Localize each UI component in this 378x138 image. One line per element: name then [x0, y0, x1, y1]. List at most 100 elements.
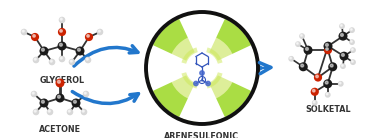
- Circle shape: [58, 42, 66, 50]
- Circle shape: [341, 54, 344, 56]
- Circle shape: [59, 17, 65, 23]
- Circle shape: [47, 109, 53, 115]
- Circle shape: [76, 47, 84, 55]
- Circle shape: [77, 48, 81, 51]
- Circle shape: [311, 88, 318, 95]
- Circle shape: [301, 35, 302, 36]
- Circle shape: [70, 60, 72, 62]
- Circle shape: [326, 48, 328, 50]
- Circle shape: [85, 57, 91, 63]
- Wedge shape: [169, 68, 202, 101]
- Circle shape: [194, 81, 198, 86]
- Circle shape: [342, 65, 343, 66]
- Circle shape: [340, 24, 344, 28]
- Circle shape: [56, 94, 64, 102]
- Circle shape: [352, 61, 353, 62]
- Circle shape: [34, 58, 36, 60]
- Wedge shape: [148, 68, 202, 122]
- Circle shape: [341, 34, 343, 36]
- Wedge shape: [202, 45, 256, 91]
- Wedge shape: [202, 68, 235, 101]
- Circle shape: [81, 109, 87, 115]
- Circle shape: [313, 89, 315, 92]
- Text: ARENESULFONIC: ARENESULFONIC: [164, 132, 240, 138]
- Circle shape: [57, 80, 60, 83]
- Circle shape: [350, 29, 352, 30]
- Circle shape: [84, 91, 88, 97]
- Wedge shape: [202, 68, 223, 89]
- Wedge shape: [179, 14, 225, 68]
- Circle shape: [50, 59, 54, 65]
- Wedge shape: [179, 68, 225, 122]
- Circle shape: [316, 75, 318, 78]
- Wedge shape: [202, 68, 256, 122]
- Circle shape: [206, 81, 210, 86]
- Circle shape: [304, 46, 312, 54]
- Text: SOLKETAL: SOLKETAL: [305, 104, 351, 113]
- Circle shape: [68, 110, 70, 112]
- Circle shape: [48, 110, 50, 112]
- Circle shape: [59, 56, 65, 62]
- Circle shape: [350, 40, 354, 44]
- Circle shape: [351, 48, 355, 52]
- Circle shape: [32, 34, 39, 40]
- Wedge shape: [169, 35, 202, 68]
- Circle shape: [330, 64, 333, 67]
- Circle shape: [299, 63, 307, 71]
- Circle shape: [60, 57, 62, 59]
- Circle shape: [301, 64, 304, 67]
- Circle shape: [198, 76, 206, 83]
- Circle shape: [56, 79, 64, 87]
- Circle shape: [324, 80, 332, 88]
- Circle shape: [352, 49, 353, 50]
- FancyArrowPatch shape: [259, 63, 271, 74]
- Circle shape: [350, 41, 352, 42]
- Wedge shape: [148, 45, 202, 91]
- Circle shape: [60, 30, 62, 32]
- Circle shape: [59, 43, 62, 46]
- Circle shape: [185, 51, 219, 85]
- Circle shape: [34, 110, 36, 112]
- Circle shape: [325, 81, 328, 84]
- Wedge shape: [181, 47, 202, 68]
- Circle shape: [42, 100, 44, 103]
- Circle shape: [296, 42, 300, 46]
- Wedge shape: [202, 47, 223, 68]
- Circle shape: [67, 109, 73, 115]
- Circle shape: [326, 93, 328, 95]
- Circle shape: [300, 34, 304, 38]
- Circle shape: [84, 92, 86, 94]
- Circle shape: [305, 47, 308, 50]
- Circle shape: [313, 101, 317, 105]
- Circle shape: [86, 58, 88, 60]
- Circle shape: [22, 30, 24, 32]
- Wedge shape: [202, 35, 235, 68]
- Circle shape: [340, 52, 348, 60]
- Circle shape: [33, 57, 39, 63]
- Wedge shape: [202, 14, 256, 68]
- Circle shape: [33, 35, 35, 37]
- Circle shape: [186, 52, 218, 84]
- Wedge shape: [148, 14, 202, 68]
- Circle shape: [200, 71, 204, 75]
- Circle shape: [351, 60, 355, 64]
- Circle shape: [33, 109, 39, 115]
- Circle shape: [341, 64, 345, 68]
- Wedge shape: [181, 68, 202, 89]
- Circle shape: [290, 57, 291, 59]
- Circle shape: [85, 34, 92, 40]
- Circle shape: [147, 13, 257, 123]
- Circle shape: [73, 100, 76, 103]
- Circle shape: [325, 93, 330, 97]
- Circle shape: [72, 99, 80, 107]
- Circle shape: [82, 110, 84, 112]
- Circle shape: [341, 25, 342, 26]
- Text: ACETONE: ACETONE: [39, 125, 81, 134]
- Circle shape: [324, 42, 332, 50]
- Circle shape: [98, 29, 102, 35]
- Circle shape: [50, 60, 52, 62]
- Circle shape: [339, 82, 341, 84]
- Text: S: S: [200, 78, 204, 83]
- Circle shape: [98, 30, 100, 32]
- Circle shape: [350, 28, 354, 32]
